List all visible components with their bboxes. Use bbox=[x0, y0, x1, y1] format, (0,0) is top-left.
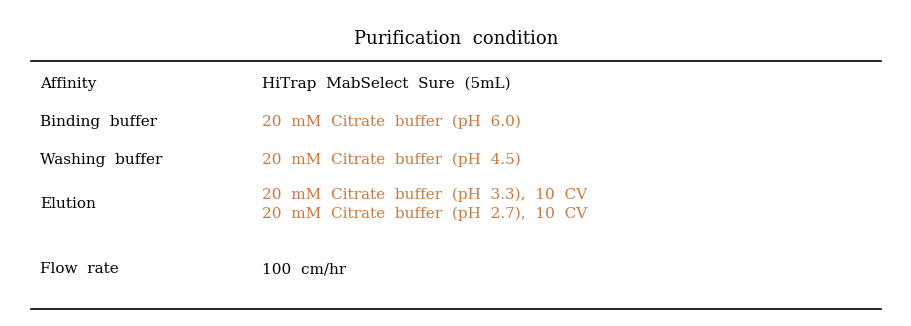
Text: 20  mM  Citrate  buffer  (pH  4.5): 20 mM Citrate buffer (pH 4.5) bbox=[261, 153, 520, 167]
Text: HiTrap  MabSelect  Sure  (5mL): HiTrap MabSelect Sure (5mL) bbox=[261, 76, 510, 91]
Text: Binding  buffer: Binding buffer bbox=[40, 115, 158, 129]
Text: 20  mM  Citrate  buffer  (pH  2.7),  10  CV: 20 mM Citrate buffer (pH 2.7), 10 CV bbox=[261, 207, 587, 221]
Text: 100  cm/hr: 100 cm/hr bbox=[261, 262, 345, 276]
Text: Affinity: Affinity bbox=[40, 77, 97, 91]
Text: Elution: Elution bbox=[40, 197, 96, 211]
Text: Flow  rate: Flow rate bbox=[40, 262, 119, 276]
Text: 20  mM  Citrate  buffer  (pH  3.3),  10  CV: 20 mM Citrate buffer (pH 3.3), 10 CV bbox=[261, 187, 586, 202]
Text: 20  mM  Citrate  buffer  (pH  6.0): 20 mM Citrate buffer (pH 6.0) bbox=[261, 114, 520, 129]
Text: Purification  condition: Purification condition bbox=[353, 30, 558, 48]
Text: Washing  buffer: Washing buffer bbox=[40, 153, 162, 167]
